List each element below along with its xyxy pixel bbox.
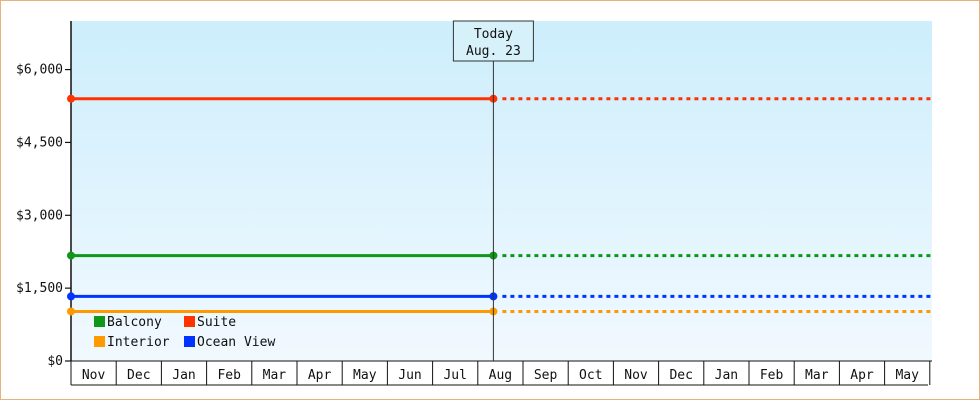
month-label: Oct [579, 368, 602, 383]
month-label: Jun [398, 368, 421, 383]
legend-swatch [184, 336, 195, 347]
month-label: Aug [489, 368, 512, 383]
y-tick-label: $6,000 [16, 63, 63, 78]
legend-swatch [184, 316, 195, 327]
month-label: Nov [624, 368, 648, 383]
month-label: Apr [308, 368, 332, 383]
legend-item: Ocean View [184, 335, 275, 350]
legend-swatch [94, 336, 105, 347]
month-label: Mar [805, 368, 829, 383]
series-point [67, 292, 75, 301]
month-label: Jul [443, 368, 466, 383]
month-label: May [895, 368, 919, 383]
month-label: May [353, 368, 377, 383]
today-box [452, 20, 534, 62]
y-tick-label: $0 [47, 354, 63, 369]
x-axis: Nov Dec Jan Feb Mar Apr May Jun Jul Aug Sep Oct Nov D… [70, 360, 932, 386]
today-date: Aug. 23 [466, 44, 521, 59]
legend-swatch [94, 316, 105, 327]
legend-label: Suite [197, 315, 236, 330]
series-suite [67, 94, 932, 103]
legend-item: Interior [94, 335, 170, 350]
legend-item: Balcony [94, 315, 162, 330]
month-label: Dec [669, 368, 692, 383]
y-axis: $0 $1,500 $3,000 $4,500 $6,000 [16, 21, 72, 369]
y-tick-label: $1,500 [16, 281, 63, 296]
month-label: Jan [172, 368, 195, 383]
month-label: Feb [217, 368, 241, 383]
y-tick-label: $4,500 [16, 135, 63, 150]
series-balcony [67, 251, 932, 260]
series-point [67, 307, 75, 316]
series-interior [67, 307, 932, 316]
series-point [67, 251, 75, 260]
legend-label: Balcony [107, 315, 162, 330]
month-label: Mar [263, 368, 287, 383]
plot-background [71, 21, 932, 361]
month-label: Dec [127, 368, 150, 383]
legend: Balcony Suite Interior Ocean View [94, 315, 275, 350]
month-label: Feb [760, 368, 784, 383]
month-label: Sep [534, 368, 558, 383]
month-label: Nov [82, 368, 106, 383]
month-label: Apr [850, 368, 874, 383]
series-point [67, 94, 75, 103]
legend-label: Ocean View [197, 335, 275, 350]
today-label: Today [474, 27, 513, 42]
y-tick-label: $3,000 [16, 208, 63, 223]
month-label: Jan [715, 368, 738, 383]
legend-label: Interior [107, 335, 170, 350]
today-marker: Today Aug. 23 [452, 20, 534, 361]
legend-item: Suite [184, 315, 236, 330]
